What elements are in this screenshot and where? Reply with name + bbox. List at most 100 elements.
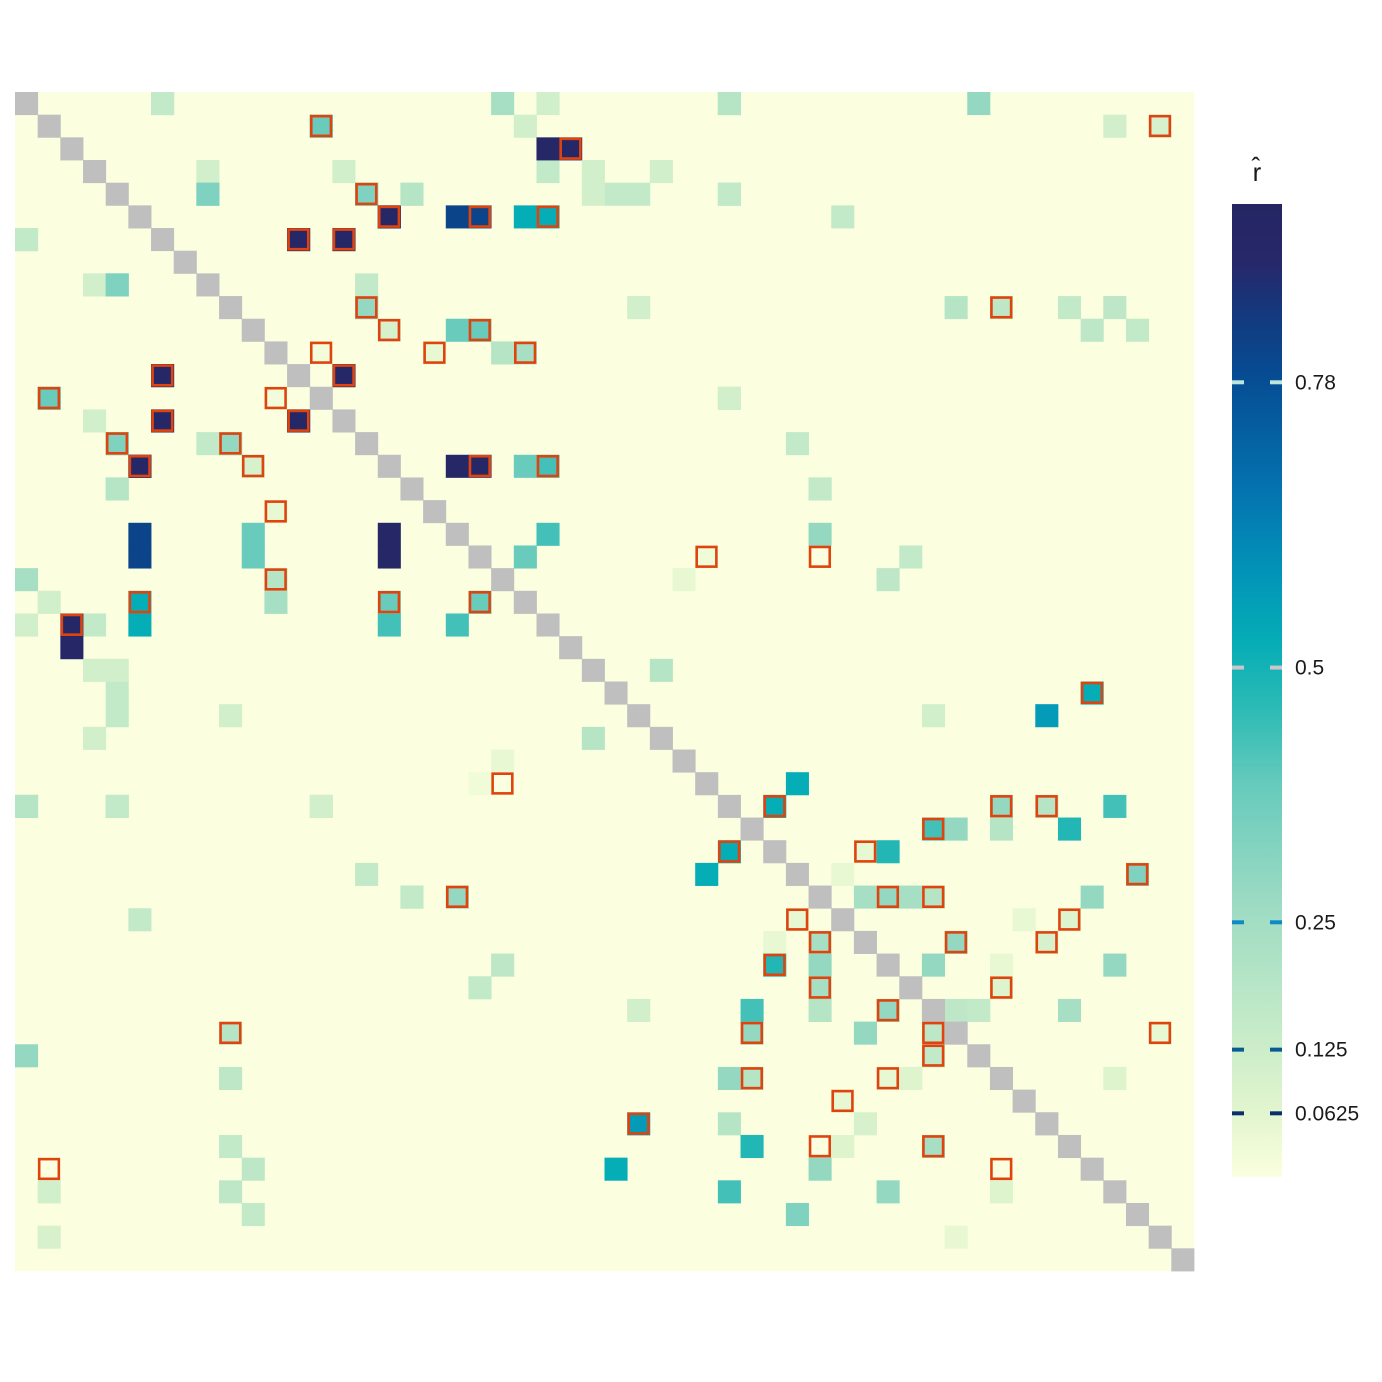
heatmap-cell: [899, 885, 923, 909]
heatmap-cell: [1103, 794, 1127, 818]
diagonal-cell: [1035, 1112, 1059, 1136]
highlight-box: [37, 386, 61, 410]
heatmap-cell: [695, 862, 719, 886]
diagonal-cell: [332, 409, 356, 433]
highlight-box: [854, 840, 877, 863]
heatmap-cell: [740, 1021, 764, 1045]
diagonal-cell: [785, 862, 809, 886]
heatmap-cell: [808, 522, 832, 546]
highlight-box: [332, 228, 355, 251]
heatmap-cell: [400, 885, 424, 909]
highlight-box: [627, 1112, 650, 1135]
heatmap-cell: [1057, 296, 1082, 320]
heatmap-cell: [264, 500, 288, 524]
heatmap-cell: [219, 1180, 243, 1204]
heatmap-cell: [717, 840, 741, 864]
heatmap-cell: [491, 953, 515, 977]
heatmap-cell: [219, 1021, 243, 1045]
heatmap-cell: [1103, 953, 1127, 977]
heatmap-cell: [763, 953, 787, 977]
legend-title: r̂: [1251, 157, 1262, 187]
heatmap-cell: [536, 205, 560, 229]
highlight-box: [763, 953, 786, 977]
diagonal-cell: [740, 817, 764, 841]
highlight-box: [922, 817, 945, 841]
diagonal-cell: [287, 364, 311, 388]
heatmap-cell: [1035, 794, 1059, 818]
heatmap-cell: [808, 976, 832, 1000]
highlight-box: [241, 454, 265, 478]
heatmap-cell: [513, 114, 537, 138]
heatmap-cell: [944, 930, 968, 954]
heatmap-cell: [37, 590, 61, 614]
heatmap-cell: [763, 930, 787, 954]
highlight-box: [740, 1021, 764, 1045]
legend-ticks: 0.78 0.5 0.25 0.125 0.0625: [1232, 371, 1359, 1125]
heatmap-cell: [1125, 318, 1150, 342]
heatmap-cell: [1148, 114, 1172, 138]
heatmap-cell: [967, 998, 991, 1022]
heatmap-cell: [332, 228, 356, 252]
diagonal-cell: [513, 590, 537, 614]
diagonal-cell: [627, 704, 651, 728]
heatmap-cell: [1148, 1021, 1172, 1045]
heatmap-cell: [15, 613, 39, 637]
diagonal-cell: [60, 137, 84, 161]
diagonal-cell: [899, 976, 923, 1000]
heatmap-cell: [604, 182, 628, 206]
heatmap-cell: [876, 998, 900, 1022]
heatmap-cell: [355, 273, 379, 297]
heatmap-highlights: [37, 114, 1172, 1181]
heatmap-cell: [83, 726, 107, 750]
heatmap-cell: [377, 205, 401, 229]
diagonal-cell: [468, 545, 492, 569]
heatmap-cell: [37, 386, 61, 410]
heatmap-cell: [468, 318, 492, 342]
heatmap-cell: [853, 840, 877, 864]
heatmap-cell: [468, 454, 492, 478]
highlight-box: [468, 318, 491, 342]
heatmap-cell: [219, 704, 243, 728]
heatmap-cell: [921, 1021, 945, 1045]
highlight-box: [876, 999, 900, 1022]
heatmap-cell: [491, 749, 515, 773]
highlight-box: [377, 591, 401, 614]
highlight-box: [377, 318, 401, 342]
heatmap-cell: [808, 477, 832, 501]
highlight-box: [990, 976, 1013, 999]
highlight-box: [128, 454, 151, 478]
heatmap-cell: [1080, 318, 1104, 342]
heatmap-cell: [1103, 1066, 1127, 1091]
diagonal-cell: [1012, 1089, 1036, 1113]
heatmap-cell: [536, 137, 560, 161]
heatmap-cell: [377, 613, 401, 637]
heatmap-cell: [536, 522, 560, 546]
highlight-box: [1080, 681, 1104, 704]
diagonal-cell: [241, 318, 265, 342]
heatmap-cell: [377, 318, 401, 342]
heatmap-cell: [196, 182, 220, 206]
diagonal-cell: [377, 454, 401, 478]
highlight-box: [718, 840, 741, 863]
highlight-box: [445, 885, 469, 909]
diagonal-cell: [128, 205, 152, 229]
heatmap-cell: [740, 1066, 764, 1091]
heatmap-cell: [264, 386, 288, 410]
heatmap-cell: [445, 613, 469, 637]
heatmap-cell: [763, 794, 787, 818]
highlight-box: [60, 613, 83, 636]
highlight-box: [831, 1089, 854, 1113]
heatmap-cell: [128, 522, 152, 546]
highlight-box: [536, 205, 559, 228]
heatmap-cell: [264, 590, 288, 614]
heatmap-cell: [468, 976, 492, 1000]
heatmap-cells: [15, 92, 1172, 1249]
diagonal-cell: [423, 500, 447, 524]
heatmap-cell: [989, 1180, 1014, 1204]
diagonal-cell: [219, 296, 243, 320]
heatmap-cell: [105, 273, 129, 297]
heatmap-cell: [196, 432, 220, 456]
heatmap-cell: [944, 817, 968, 841]
heatmap-cell: [717, 1180, 741, 1204]
